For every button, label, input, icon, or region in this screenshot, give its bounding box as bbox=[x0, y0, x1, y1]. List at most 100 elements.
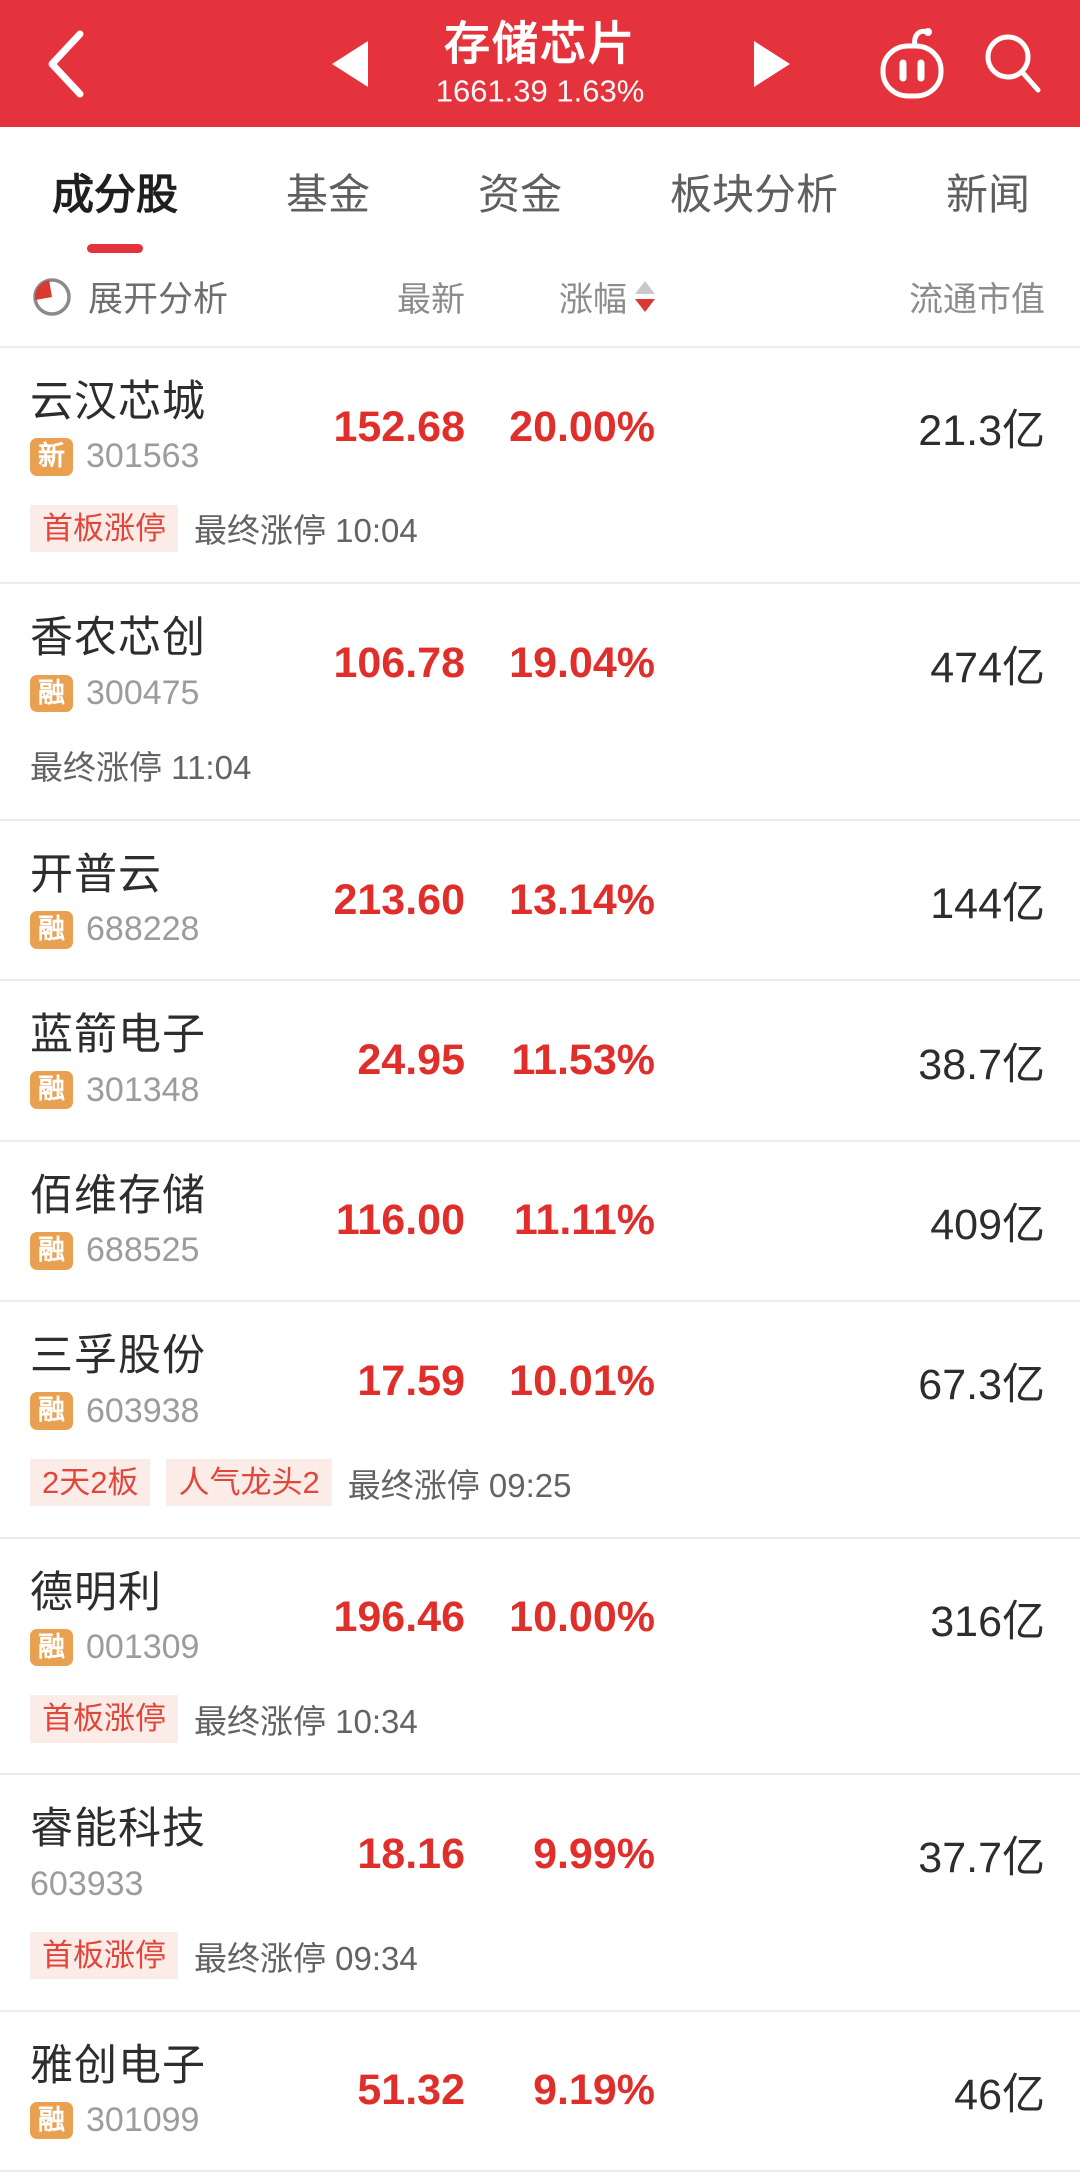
margin-badge: 融 bbox=[30, 2101, 73, 2140]
ai-assistant-button[interactable] bbox=[872, 21, 952, 107]
stock-market-cap: 21.3亿 bbox=[918, 407, 1045, 456]
stock-row[interactable]: 雅创电子 融 301099 51.32 9.19% 46亿 bbox=[0, 2012, 1080, 2172]
stock-change-percent: 13.14% bbox=[509, 875, 655, 924]
page-title: 存储芯片 bbox=[443, 17, 636, 70]
back-button[interactable] bbox=[30, 19, 100, 109]
limit-up-note: 最终涨停 09:25 bbox=[347, 1466, 572, 1504]
stock-row[interactable]: 蓝箭电子 融 301348 24.95 11.53% 38.7亿 bbox=[0, 981, 1080, 1142]
margin-badge: 融 bbox=[30, 674, 73, 713]
tab-label: 板块分析 bbox=[669, 171, 838, 218]
pie-chart-icon bbox=[30, 275, 74, 319]
tag-line: 首板涨停 最终涨停 10:34 bbox=[30, 1695, 1045, 1743]
tab-label: 资金 bbox=[477, 171, 562, 218]
stock-code-line: 融 301099 bbox=[30, 2101, 260, 2140]
stock-code: 001309 bbox=[86, 1628, 200, 1667]
search-button[interactable] bbox=[974, 21, 1052, 107]
limit-up-note: 最终涨停 10:04 bbox=[194, 512, 418, 550]
stock-change-percent: 9.99% bbox=[533, 1829, 655, 1878]
stock-row[interactable]: 三孚股份 融 603938 17.59 10.01% 67.3亿 2天2板 人气龙… bbox=[0, 1302, 1080, 1539]
stock-name-cell: 德明利 融 001309 bbox=[30, 1569, 260, 1667]
stock-name: 三孚股份 bbox=[30, 1332, 206, 1381]
tab-bar: 成分股 基金 资金 板块分析 新闻 bbox=[0, 127, 1080, 257]
tab-news[interactable]: 新闻 bbox=[946, 161, 1030, 253]
margin-badge: 新 bbox=[30, 438, 73, 476]
stock-price: 24.95 bbox=[357, 1036, 465, 1085]
stock-row[interactable]: 佰维存储 融 688525 116.00 11.11% 409亿 bbox=[0, 1142, 1080, 1303]
stock-change-percent: 20.00% bbox=[509, 402, 655, 451]
stock-name-cell: 开普云 融 688228 bbox=[30, 851, 260, 949]
limit-up-note: 最终涨停 09:34 bbox=[194, 1939, 418, 1977]
stock-code: 301348 bbox=[86, 1070, 200, 1109]
search-icon bbox=[980, 29, 1046, 99]
stock-code: 300475 bbox=[86, 673, 200, 712]
limit-up-note: 最终涨停 11:04 bbox=[30, 748, 252, 786]
expand-analysis-label: 展开分析 bbox=[88, 280, 229, 319]
stock-market-cap: 38.7亿 bbox=[918, 1040, 1045, 1089]
sort-arrows-icon bbox=[635, 281, 655, 312]
event-tag: 首板涨停 bbox=[30, 1931, 178, 1980]
stock-name-cell: 佰维存储 融 688525 bbox=[30, 1172, 260, 1270]
stock-code-line: 融 603938 bbox=[30, 1392, 260, 1431]
event-tag: 人气龙头2 bbox=[166, 1458, 332, 1507]
expand-analysis-button[interactable]: 展开分析 bbox=[30, 271, 260, 322]
stock-row[interactable]: 睿能科技 603933 18.16 9.99% 37.7亿 首板涨停 最终涨停 0… bbox=[0, 1775, 1080, 2012]
column-change-label: 涨幅 bbox=[559, 281, 627, 319]
stock-change-percent: 11.11% bbox=[513, 1196, 655, 1245]
stock-code-line: 融 688228 bbox=[30, 910, 260, 949]
stock-change-percent: 10.01% bbox=[509, 1356, 655, 1405]
stock-market-cap: 144亿 bbox=[930, 880, 1045, 929]
tab-label: 新闻 bbox=[945, 171, 1030, 218]
stock-price: 51.32 bbox=[357, 2066, 465, 2115]
app-header: 存储芯片 1661.39 1.63% bbox=[0, 0, 1080, 127]
stock-name: 雅创电子 bbox=[30, 2041, 206, 2090]
tag-line: 2天2板 人气龙头2 最终涨停 09:25 bbox=[30, 1458, 1045, 1507]
tag-line: 首板涨停 最终涨停 10:04 bbox=[30, 504, 1045, 553]
column-change-sort[interactable]: 涨幅 bbox=[465, 272, 655, 321]
stock-row[interactable]: 香农芯创 融 300475 106.78 19.04% 474亿 最终涨停 11… bbox=[0, 584, 1080, 821]
tab-constituents[interactable]: 成分股 bbox=[52, 161, 178, 253]
robot-icon bbox=[875, 24, 949, 104]
stock-row[interactable]: 云汉芯城 新 301563 152.68 20.00% 21.3亿 首板涨停 最终… bbox=[0, 348, 1080, 585]
stock-price: 213.60 bbox=[333, 875, 465, 924]
stock-price: 17.59 bbox=[357, 1356, 465, 1405]
stock-name: 睿能科技 bbox=[30, 1805, 206, 1854]
sector-title-block: 存储芯片 1661.39 1.63% bbox=[436, 17, 645, 110]
tab-label: 基金 bbox=[285, 171, 370, 218]
stock-name: 德明利 bbox=[30, 1568, 162, 1617]
limit-up-note: 最终涨停 10:34 bbox=[194, 1703, 418, 1741]
stock-change-percent: 10.00% bbox=[509, 1593, 655, 1642]
next-triangle-icon bbox=[754, 40, 790, 87]
stock-list: 云汉芯城 新 301563 152.68 20.00% 21.3亿 首板涨停 最终… bbox=[0, 346, 1080, 2172]
stock-market-cap: 67.3亿 bbox=[918, 1361, 1045, 1410]
list-column-header: 展开分析 最新 涨幅 流通市值 bbox=[0, 257, 1080, 346]
stock-name: 蓝箭电子 bbox=[30, 1011, 206, 1060]
tab-funds[interactable]: 基金 bbox=[286, 161, 370, 253]
stock-market-cap: 316亿 bbox=[930, 1597, 1045, 1646]
event-tag: 首板涨停 bbox=[30, 504, 178, 553]
active-tab-underline bbox=[87, 244, 143, 253]
stock-row[interactable]: 开普云 融 688228 213.60 13.14% 144亿 bbox=[0, 821, 1080, 982]
stock-change-percent: 19.04% bbox=[509, 639, 655, 688]
sector-index-value: 1661.39 1.63% bbox=[435, 73, 645, 109]
stock-code: 688228 bbox=[86, 910, 200, 949]
stock-change-percent: 9.19% bbox=[533, 2066, 655, 2115]
stock-code-line: 新 301563 bbox=[30, 437, 260, 476]
tab-capital[interactable]: 资金 bbox=[478, 161, 562, 253]
stock-code-line: 融 001309 bbox=[30, 1628, 260, 1667]
stock-code-line: 融 688525 bbox=[30, 1231, 260, 1270]
stock-price: 196.46 bbox=[333, 1593, 465, 1642]
stock-row[interactable]: 德明利 融 001309 196.46 10.00% 316亿 首板涨停 最终涨停… bbox=[0, 1539, 1080, 1776]
margin-badge: 融 bbox=[30, 1231, 73, 1270]
stock-price: 116.00 bbox=[335, 1196, 465, 1245]
stock-code: 301563 bbox=[86, 437, 200, 476]
tag-line: 最终涨停 11:04 bbox=[30, 741, 1045, 789]
stock-name: 开普云 bbox=[30, 850, 162, 899]
event-tag: 首板涨停 bbox=[30, 1695, 178, 1743]
tab-sector-analysis[interactable]: 板块分析 bbox=[670, 161, 838, 253]
stock-market-cap: 37.7亿 bbox=[918, 1834, 1045, 1883]
prev-sector-button[interactable] bbox=[320, 29, 380, 99]
stock-code-line: 融 300475 bbox=[30, 674, 260, 713]
stock-name: 香农芯创 bbox=[30, 614, 206, 663]
next-sector-button[interactable] bbox=[742, 29, 802, 99]
stock-code: 603933 bbox=[30, 1864, 144, 1903]
